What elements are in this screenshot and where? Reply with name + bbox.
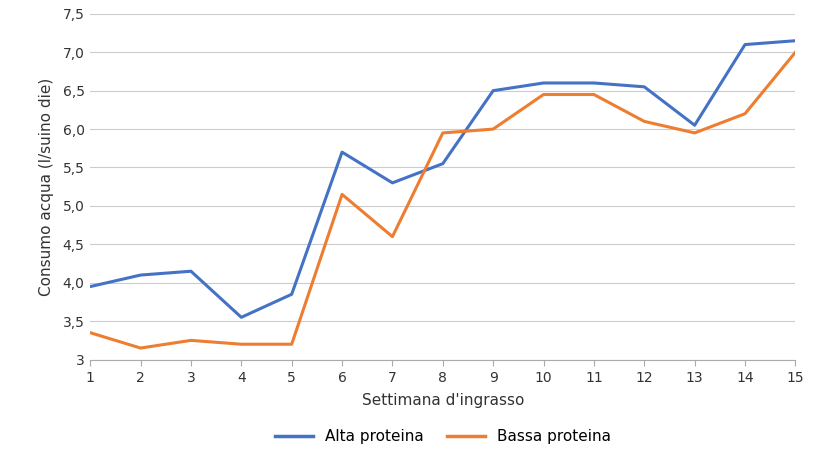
Bassa proteina [689, 130, 699, 136]
Alta proteina [287, 291, 296, 297]
Bassa proteina [287, 342, 296, 347]
Bassa proteina [437, 130, 447, 136]
Alta proteina [487, 88, 497, 94]
Alta proteina [740, 42, 749, 47]
Line: Alta proteina: Alta proteina [90, 41, 794, 317]
Bassa proteina [487, 126, 497, 132]
Bassa proteina [135, 345, 145, 351]
Bassa proteina [186, 337, 196, 343]
Bassa proteina [639, 118, 649, 124]
Y-axis label: Consumo acqua (l/suino die): Consumo acqua (l/suino die) [39, 77, 54, 296]
Bassa proteina [337, 192, 346, 197]
Bassa proteina [790, 49, 799, 55]
Bassa proteina [85, 330, 95, 336]
Alta proteina [538, 80, 548, 86]
Bassa proteina [236, 342, 246, 347]
Bassa proteina [588, 92, 598, 97]
Alta proteina [135, 272, 145, 278]
Alta proteina [236, 314, 246, 320]
Legend: Alta proteina, Bassa proteina: Alta proteina, Bassa proteina [274, 430, 610, 444]
Bassa proteina [538, 92, 548, 97]
Bassa proteina [387, 234, 397, 239]
Alta proteina [437, 161, 447, 166]
Bassa proteina [740, 111, 749, 117]
Alta proteina [186, 268, 196, 274]
Line: Bassa proteina: Bassa proteina [90, 52, 794, 348]
Alta proteina [790, 38, 799, 43]
Alta proteina [689, 123, 699, 128]
Alta proteina [337, 149, 346, 155]
Alta proteina [85, 284, 95, 290]
X-axis label: Settimana d'ingrasso: Settimana d'ingrasso [361, 393, 523, 408]
Alta proteina [387, 180, 397, 186]
Alta proteina [639, 84, 649, 89]
Alta proteina [588, 80, 598, 86]
